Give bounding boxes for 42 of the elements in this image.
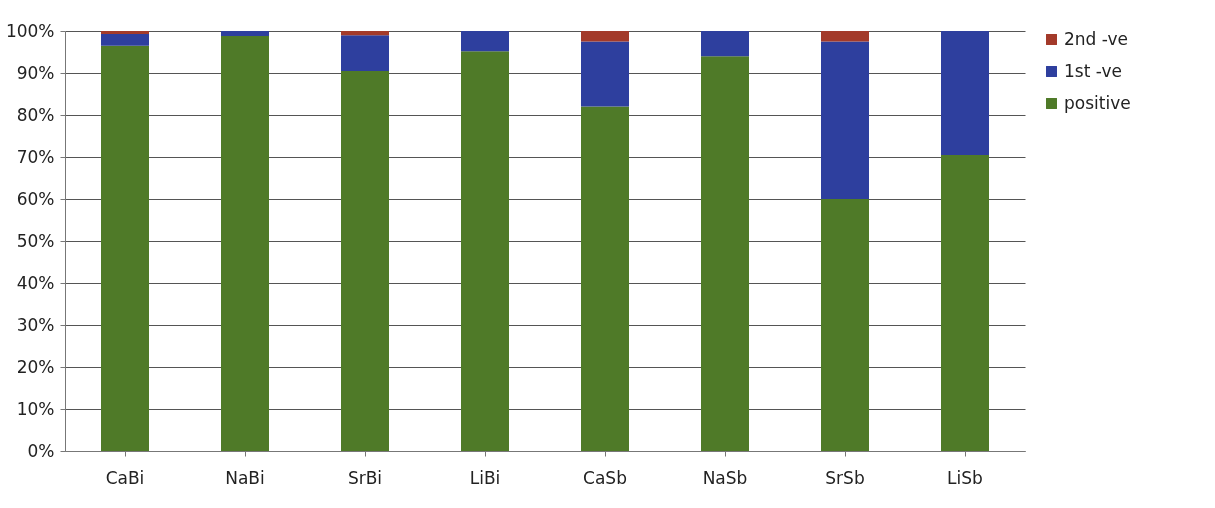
y-tick-label: 40% — [16, 272, 55, 293]
bar — [341, 31, 389, 36]
legend-label: 1st -ve — [1064, 60, 1122, 81]
bar — [941, 31, 989, 155]
bar — [221, 36, 269, 451]
bar — [821, 199, 869, 451]
x-tick-label: LiBi — [469, 467, 501, 488]
x-tick-label: CaSb — [583, 467, 627, 488]
x-tick-label: SrBi — [347, 467, 383, 488]
bar — [461, 31, 509, 52]
y-tick-label: 20% — [16, 356, 55, 377]
bar — [341, 70, 389, 451]
x-tick-label: CaBi — [105, 467, 145, 488]
x-tick-label: LiSb — [947, 467, 983, 488]
legend-label: positive — [1064, 92, 1131, 113]
y-tick-label: 0% — [27, 440, 55, 461]
bar — [701, 56, 749, 451]
y-tick-label: 100% — [5, 20, 55, 41]
x-tick-label: NaSb — [702, 467, 748, 488]
x-tick-label: NaBi — [225, 467, 265, 488]
bar — [941, 154, 989, 451]
bar — [821, 31, 869, 42]
y-tick-label: 90% — [16, 62, 55, 83]
bar — [101, 31, 149, 34]
y-tick-label: 80% — [16, 104, 55, 125]
bar — [341, 35, 389, 71]
bar — [101, 45, 149, 451]
bar — [581, 31, 629, 42]
bar — [581, 106, 629, 451]
y-tick-label: 70% — [16, 146, 55, 167]
bar — [221, 31, 269, 37]
bar — [461, 51, 509, 451]
bar — [581, 41, 629, 107]
y-tick-label: 50% — [16, 230, 55, 251]
x-tick-label: SrSb — [825, 467, 865, 488]
y-tick-label: 10% — [16, 398, 55, 419]
bar — [821, 41, 869, 199]
legend-label: 2nd -ve — [1064, 28, 1128, 49]
bar — [101, 33, 149, 46]
y-tick-label: 60% — [16, 188, 55, 209]
y-tick-label: 30% — [16, 314, 55, 335]
bar — [701, 31, 749, 57]
